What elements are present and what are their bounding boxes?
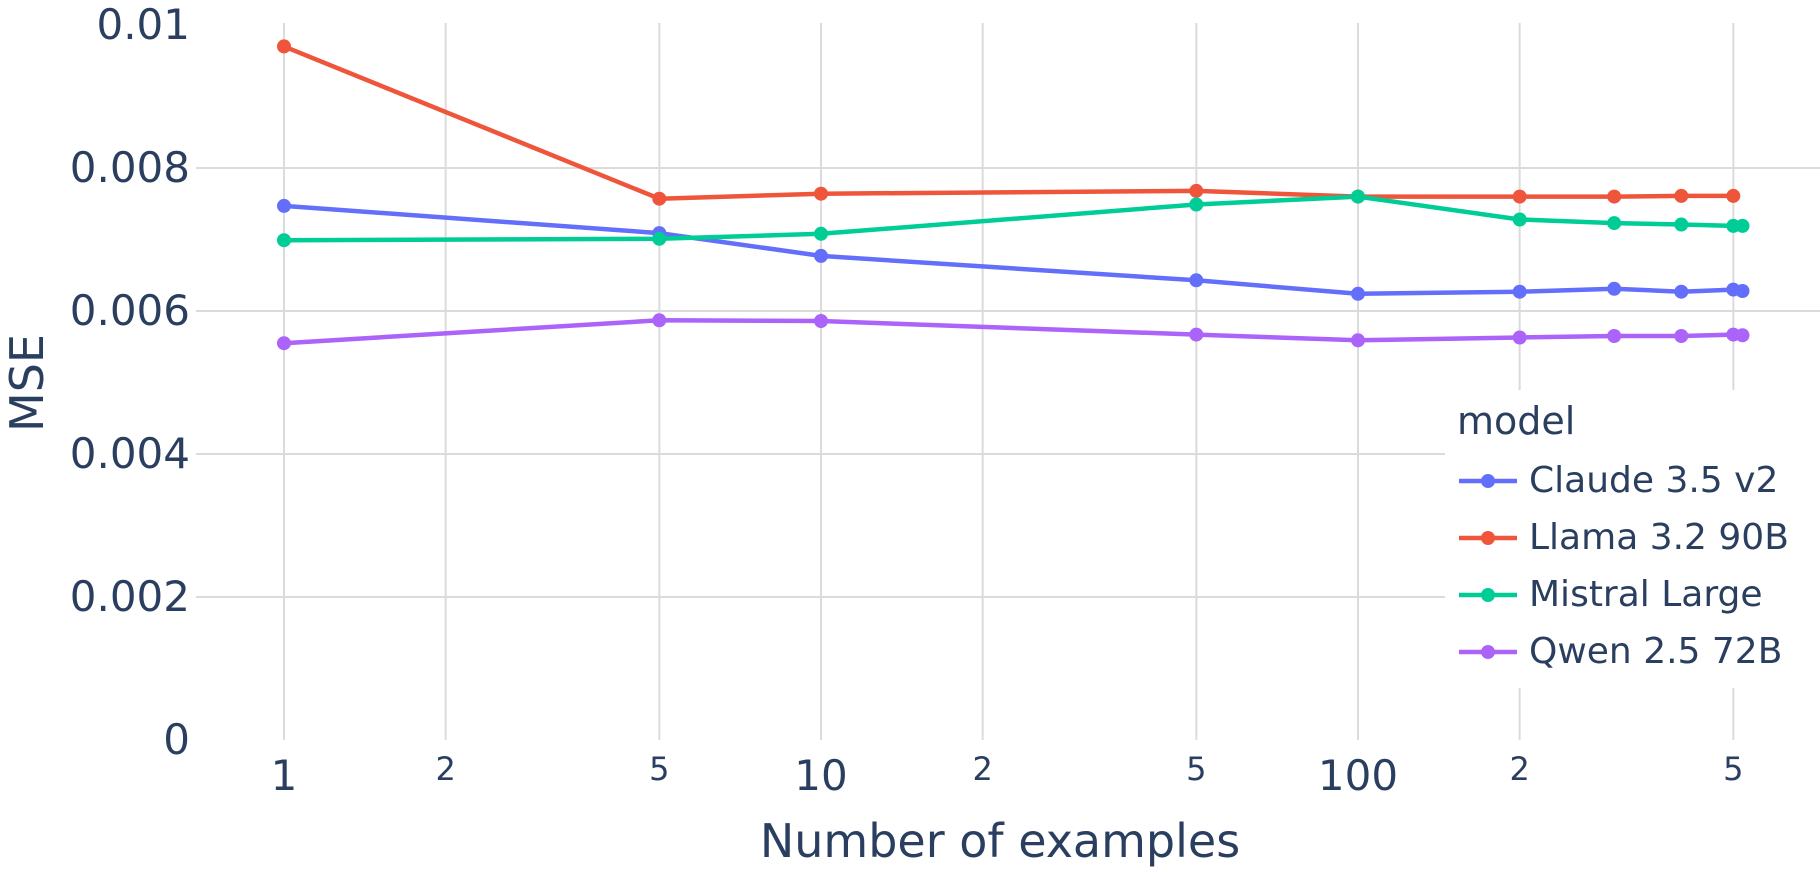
y-tick-label: 0.01 xyxy=(96,0,190,49)
legend: model Claude 3.5 v2 Llama 3.2 90B Mistral … xyxy=(1445,390,1820,688)
y-tick-label: 0 xyxy=(163,715,190,764)
data-point-qwen-2-5-72b xyxy=(814,314,828,328)
data-point-qwen-2-5-72b xyxy=(1351,333,1365,348)
data-point-llama-3-2-90b xyxy=(1512,189,1527,204)
y-tick-label: 0.004 xyxy=(70,429,190,478)
data-point-llama-3-2-90b xyxy=(1674,188,1689,203)
series-line-qwen-2-5-72b xyxy=(283,318,1743,346)
x-axis-title: Number of examples xyxy=(759,814,1241,868)
x-tick-label: 10 xyxy=(794,751,847,800)
series-line-claude-3-5-v2 xyxy=(283,203,1743,297)
x-tick-label: 1 xyxy=(271,751,298,800)
x-tick-label: 100 xyxy=(1318,751,1398,800)
data-point-mistral-large xyxy=(652,231,667,246)
x-tick-label: 2 xyxy=(972,750,992,788)
series-line-llama-3-2-90b xyxy=(283,44,1734,201)
data-point-claude-3-5-v2 xyxy=(1607,281,1622,296)
data-point-mistral-large xyxy=(1607,216,1622,231)
data-point-qwen-2-5-72b xyxy=(1512,330,1527,345)
data-point-llama-3-2-90b xyxy=(1607,189,1622,204)
data-point-qwen-2-5-72b xyxy=(1674,329,1689,343)
legend-line-icon xyxy=(1459,473,1517,488)
y-tick-label: 0.008 xyxy=(70,143,190,192)
series-claude-3-5-v2 xyxy=(277,198,1750,301)
data-point-claude-3-5-v2 xyxy=(1674,284,1689,299)
data-point-mistral-large xyxy=(814,226,828,241)
x-tick-labels: 1 2 5 10 2 5 100 2 5 xyxy=(271,750,1744,800)
legend-line-icon xyxy=(1459,644,1517,659)
data-point-claude-3-5-v2 xyxy=(277,198,291,213)
data-point-claude-3-5-v2 xyxy=(1189,273,1204,288)
y-tick-labels: 0 0.002 0.004 0.006 0.008 0.01 xyxy=(70,0,190,764)
x-tick-label: 5 xyxy=(1723,750,1743,788)
x-tick-label: 5 xyxy=(1186,750,1206,788)
data-point-mistral-large xyxy=(1351,189,1365,204)
legend-entry-llama-3-2-90b[interactable]: Llama 3.2 90B xyxy=(1457,509,1820,566)
series-line-mistral-large xyxy=(283,194,1743,243)
data-point-qwen-2-5-72b xyxy=(1735,328,1750,343)
legend-entry-qwen-2-5-72b[interactable]: Qwen 2.5 72B xyxy=(1457,623,1820,680)
data-point-claude-3-5-v2 xyxy=(1351,286,1365,301)
data-point-mistral-large xyxy=(1674,217,1689,232)
x-tick-label: 5 xyxy=(649,750,669,788)
legend-label: Mistral Large xyxy=(1529,574,1763,615)
data-point-llama-3-2-90b xyxy=(1726,188,1741,203)
data-point-mistral-large xyxy=(1735,218,1750,233)
y-tick-label: 0.006 xyxy=(70,286,190,335)
data-point-claude-3-5-v2 xyxy=(1735,284,1750,298)
data-point-llama-3-2-90b xyxy=(1189,183,1204,198)
series-mistral-large xyxy=(277,189,1750,248)
data-point-llama-3-2-90b xyxy=(652,191,667,206)
x-tick-label: 2 xyxy=(1509,750,1529,788)
series-qwen-2-5-72b xyxy=(277,313,1750,351)
data-point-llama-3-2-90b xyxy=(814,186,828,201)
data-point-mistral-large xyxy=(1189,197,1204,212)
data-point-qwen-2-5-72b xyxy=(652,313,667,328)
legend-line-icon xyxy=(1459,530,1517,545)
data-point-mistral-large xyxy=(1512,212,1527,227)
data-point-mistral-large xyxy=(277,233,291,248)
data-point-qwen-2-5-72b xyxy=(1607,329,1622,343)
legend-label: Llama 3.2 90B xyxy=(1529,517,1789,558)
legend-entry-mistral-large[interactable]: Mistral Large xyxy=(1457,566,1820,623)
legend-label: Claude 3.5 v2 xyxy=(1529,460,1779,501)
data-point-claude-3-5-v2 xyxy=(814,248,828,263)
data-point-claude-3-5-v2 xyxy=(1512,284,1527,299)
data-point-qwen-2-5-72b xyxy=(1189,327,1204,342)
data-point-qwen-2-5-72b xyxy=(277,336,291,351)
legend-title: model xyxy=(1457,399,1576,443)
x-tick-label: 2 xyxy=(435,750,455,788)
y-axis-title: MSE xyxy=(0,334,54,432)
data-point-llama-3-2-90b xyxy=(277,39,291,54)
legend-line-icon xyxy=(1459,587,1517,602)
legend-label: Qwen 2.5 72B xyxy=(1529,631,1783,672)
legend-entry-claude-3-5-v2[interactable]: Claude 3.5 v2 xyxy=(1457,452,1820,509)
series-llama-3-2-90b xyxy=(277,39,1741,206)
legend-entries: Claude 3.5 v2 Llama 3.2 90B Mistral Large Q… xyxy=(1457,452,1820,680)
y-tick-label: 0.002 xyxy=(70,572,190,621)
